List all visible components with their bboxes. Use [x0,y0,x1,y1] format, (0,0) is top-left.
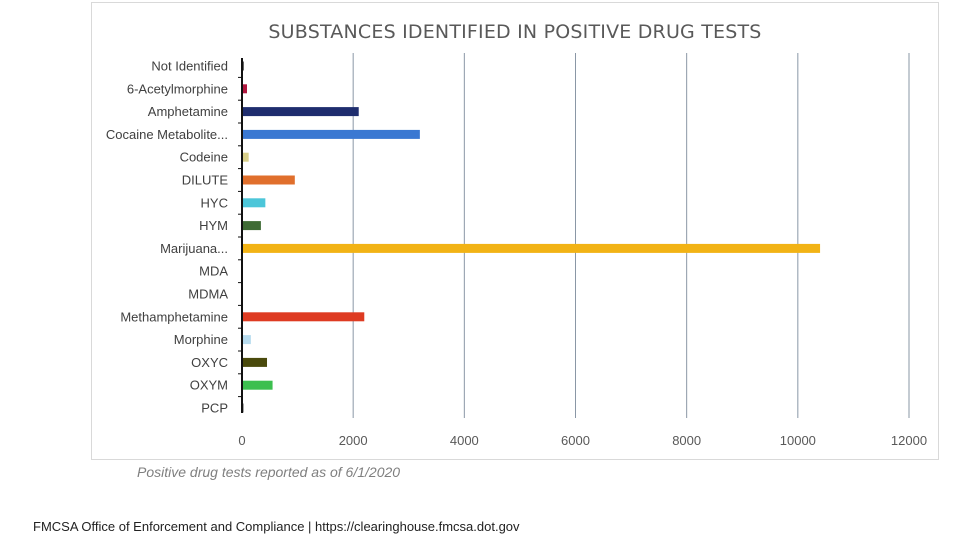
bar [242,312,365,322]
bar [242,357,268,367]
chart-title: SUBSTANCES IDENTIFIED IN POSITIVE DRUG T… [268,21,762,43]
category-label: Methamphetamine [120,309,228,324]
bar [242,152,249,162]
x-tick-label: 6000 [561,433,590,448]
chart-caption: Positive drug tests reported as of 6/1/2… [137,464,401,480]
category-label: OXYC [191,355,228,370]
x-tick-label: 0 [238,433,245,448]
bar [242,129,420,139]
category-label: Marijuana... [160,241,228,256]
category-label: MDA [199,264,228,279]
bar [242,84,248,94]
x-tick-label: 2000 [339,433,368,448]
category-label: MDMA [188,287,228,302]
x-tick-label: 8000 [672,433,701,448]
bar [242,198,266,208]
bar-chart: 0 2000 4000 6000 8000 10000 12000 Not Identifie… [106,53,927,448]
category-label: OXYM [190,378,228,393]
bar [242,107,359,117]
bar [242,175,295,185]
x-tick-label: 4000 [450,433,479,448]
category-label: Not Identified [151,59,228,74]
category-label: HYM [199,218,228,233]
bar [242,221,261,231]
category-label: Amphetamine [148,104,228,119]
category-label: DILUTE [182,173,229,188]
category-label: HYC [201,195,228,210]
category-label: Cocaine Metabolite... [106,127,228,142]
bar [242,243,821,253]
footer-text: FMCSA Office of Enforcement and Complian… [33,519,520,534]
category-label: Morphine [174,332,228,347]
category-label: PCP [201,401,228,416]
category-label: 6-Acetylmorphine [127,81,228,96]
bar [242,380,273,390]
x-tick-label: 10000 [780,433,816,448]
x-tick-label: 12000 [891,433,927,448]
bar [242,335,251,345]
category-label: Codeine [180,150,228,165]
